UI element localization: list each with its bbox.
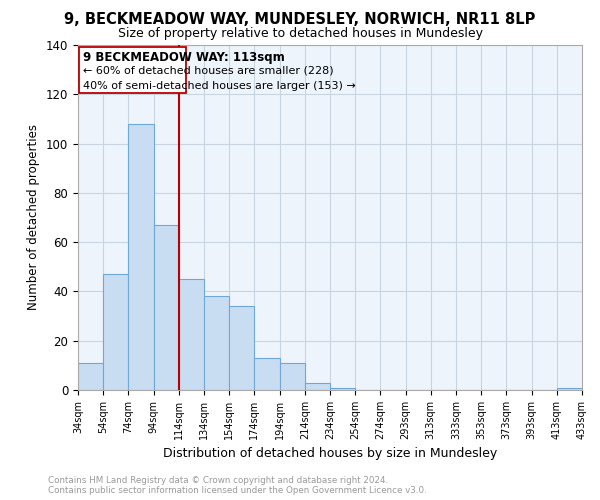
Text: 9, BECKMEADOW WAY, MUNDESLEY, NORWICH, NR11 8LP: 9, BECKMEADOW WAY, MUNDESLEY, NORWICH, N… [64,12,536,28]
Text: 40% of semi-detached houses are larger (153) →: 40% of semi-detached houses are larger (… [83,80,356,90]
Bar [229,306,254,390]
Text: Size of property relative to detached houses in Mundesley: Size of property relative to detached ho… [118,28,482,40]
Bar [280,363,305,390]
Bar [557,388,582,390]
Bar [305,382,330,390]
Text: 9 BECKMEADOW WAY: 113sqm: 9 BECKMEADOW WAY: 113sqm [83,51,285,64]
Bar [179,279,204,390]
X-axis label: Distribution of detached houses by size in Mundesley: Distribution of detached houses by size … [163,448,497,460]
Bar [78,363,103,390]
FancyBboxPatch shape [79,48,187,93]
Bar [154,225,179,390]
Text: ← 60% of detached houses are smaller (228): ← 60% of detached houses are smaller (22… [83,66,334,76]
Bar [204,296,229,390]
Bar [103,274,128,390]
Bar [128,124,154,390]
Bar [254,358,280,390]
Text: Contains HM Land Registry data © Crown copyright and database right 2024.
Contai: Contains HM Land Registry data © Crown c… [48,476,427,495]
Bar [330,388,355,390]
Y-axis label: Number of detached properties: Number of detached properties [28,124,40,310]
